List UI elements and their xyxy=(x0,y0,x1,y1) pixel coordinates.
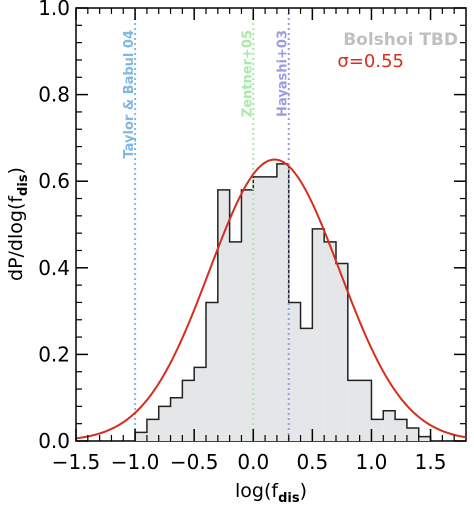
legend-histogram: Bolshoi TBD xyxy=(343,30,458,50)
histogram-bar xyxy=(336,263,348,441)
histogram-bar xyxy=(359,380,372,441)
histogram-bar xyxy=(276,163,289,441)
x-tick-label: 1.0 xyxy=(356,450,388,474)
reference-lines: Taylor & Babul 04 Zentner+05 Hayashi+03 xyxy=(122,8,291,441)
reference-line-label: Taylor & Babul 04 xyxy=(122,30,137,159)
y-axis-label: dP/dlog(fdis) xyxy=(5,167,31,281)
histogram-bar xyxy=(135,432,147,441)
histogram xyxy=(134,163,432,441)
x-tick-label: −1.0 xyxy=(111,450,160,474)
y-tick-label: 0.2 xyxy=(38,342,70,366)
histogram-bar xyxy=(229,241,242,441)
histogram-bar xyxy=(217,189,230,441)
gaussian-fit xyxy=(75,158,467,440)
histogram-bar xyxy=(288,302,301,441)
histogram-bar xyxy=(265,176,277,441)
y-tick-label: 1.0 xyxy=(38,0,70,20)
histogram-bar xyxy=(371,419,384,441)
x-tick-label: 0.5 xyxy=(296,450,328,474)
histogram-bar xyxy=(194,367,206,441)
histogram-bar xyxy=(347,380,360,441)
x-tick-label: −0.5 xyxy=(170,450,219,474)
histogram-bar xyxy=(182,380,195,441)
axis-ticks: −1.5 −1.0 −0.5 0.0 0.5 1.0 1.5 0.0 0.2 0.4 0.6 0.8 1… xyxy=(38,0,466,474)
x-tick-label: 1.5 xyxy=(415,450,447,474)
histogram-bar xyxy=(146,419,159,441)
histogram-bar xyxy=(206,302,218,441)
legend-fit: σ=0.55 xyxy=(337,51,404,72)
histogram-bar xyxy=(418,436,431,441)
x-axis-label: log(fdis) xyxy=(235,480,307,505)
fit-curve xyxy=(75,158,467,440)
histogram-bar xyxy=(395,419,407,441)
histogram-bar xyxy=(170,397,183,441)
histogram-bar xyxy=(383,410,396,441)
y-tick-label: 0.6 xyxy=(38,169,70,193)
x-tick-label: −1.5 xyxy=(52,450,101,474)
reference-line-label: Zentner+05 xyxy=(240,30,255,117)
histogram-bar xyxy=(406,428,419,441)
histogram-outline xyxy=(134,163,432,441)
histogram-bar xyxy=(300,328,313,441)
histogram-bar xyxy=(158,406,171,441)
histogram-bar xyxy=(312,228,325,441)
y-tick-label: 0.8 xyxy=(38,83,70,107)
histogram-bar xyxy=(253,176,266,441)
y-tick-label: 0.4 xyxy=(38,256,70,280)
histogram-bar xyxy=(241,189,254,441)
histogram-bar xyxy=(324,241,336,441)
x-tick-label: 0.0 xyxy=(237,450,269,474)
reference-line-label: Hayashi+03 xyxy=(276,30,291,117)
y-tick-label: 0.0 xyxy=(38,429,70,453)
